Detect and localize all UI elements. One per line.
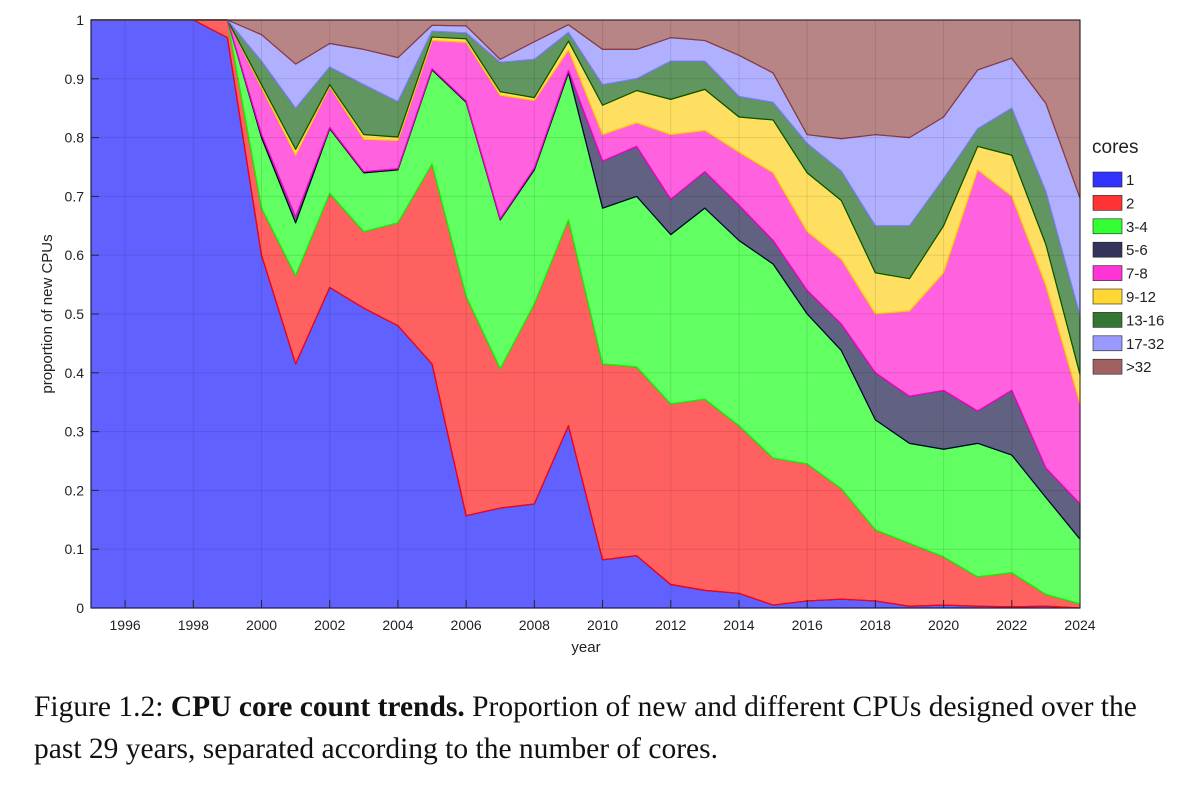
tick-labels: 1996 1998 2000 2002 2004 2006 2008 2010 2012 2014…: [65, 12, 1096, 633]
y-tick-label-4: 0.4: [65, 365, 85, 381]
legend-swatch-6: [1092, 312, 1123, 328]
legend: cores 1 2 3-4 5-6 7-8 9-12 13-16 17-32 >32: [1088, 137, 1200, 383]
x-tick-label-1: 1998: [178, 617, 209, 633]
x-tick-label-10: 2016: [792, 617, 823, 633]
x-tick-label-9: 2014: [723, 617, 754, 633]
x-tick-label-2: 2000: [246, 617, 277, 633]
x-tick-label-11: 2018: [860, 617, 891, 633]
y-tick-label-1: 0.1: [65, 541, 85, 557]
legend-swatch-3: [1092, 241, 1123, 258]
y-tick-label-9: 0.9: [65, 71, 85, 87]
legend-swatch-4: [1092, 265, 1123, 281]
cpu-core-area-chart: 1996 1998 2000 2002 2004 2006 2008 2010 2012 2014…: [39, 12, 1200, 656]
legend-label-8: >32: [1126, 359, 1151, 376]
figure-caption: Figure 1.2: CPU core count trends. Propo…: [34, 686, 1184, 770]
legend-swatch-7: [1092, 335, 1123, 352]
legend-title: cores: [1092, 137, 1138, 158]
legend-swatch-2: [1092, 218, 1123, 235]
x-tick-label-12: 2020: [928, 617, 959, 633]
legend-label-1: 2: [1126, 195, 1134, 212]
x-tick-label-13: 2022: [996, 617, 1027, 633]
x-tick-label-6: 2008: [519, 617, 550, 633]
caption-text: Proportion of new and different CPUs des…: [34, 691, 1137, 765]
legend-label-6: 13-16: [1126, 312, 1164, 329]
x-tick-label-0: 1996: [110, 617, 141, 633]
legend-swatch-0: [1092, 171, 1123, 188]
x-tick-label-5: 2006: [451, 617, 482, 633]
axes: [90, 19, 1081, 609]
caption-bold-title: CPU core count trends.: [170, 691, 465, 723]
legend-label-0: 1: [1126, 172, 1134, 189]
legend-swatch-5: [1092, 288, 1123, 305]
x-tick-label-4: 2004: [382, 617, 413, 633]
legend-label-3: 5-6: [1126, 242, 1148, 259]
legend-swatch-1: [1092, 195, 1123, 211]
legend-label-5: 9-12: [1126, 289, 1156, 306]
caption-label: Figure 1.2:: [34, 691, 164, 723]
x-tick-label-8: 2012: [655, 617, 686, 633]
x-tick-label-14: 2024: [1064, 617, 1095, 633]
y-tick-label-7: 0.7: [65, 188, 85, 204]
y-axis-label: proportion of new CPUs: [39, 234, 56, 393]
y-tick-label-10: 1: [76, 12, 84, 28]
y-tick-label-5: 0.5: [65, 306, 85, 322]
y-tick-label-3: 0.3: [65, 424, 85, 440]
legend-swatch-8: [1092, 358, 1123, 375]
x-tick-label-3: 2002: [314, 617, 345, 633]
x-tick-label-7: 2010: [587, 617, 618, 633]
legend-label-4: 7-8: [1126, 266, 1148, 283]
y-tick-label-8: 0.8: [65, 130, 85, 146]
y-tick-label-2: 0.2: [65, 482, 85, 498]
x-axis-label: year: [571, 639, 600, 656]
y-tick-label-6: 0.6: [65, 247, 85, 263]
legend-label-7: 17-32: [1126, 336, 1164, 353]
y-tick-label-0: 0: [76, 600, 84, 616]
legend-label-2: 3-4: [1126, 219, 1148, 236]
